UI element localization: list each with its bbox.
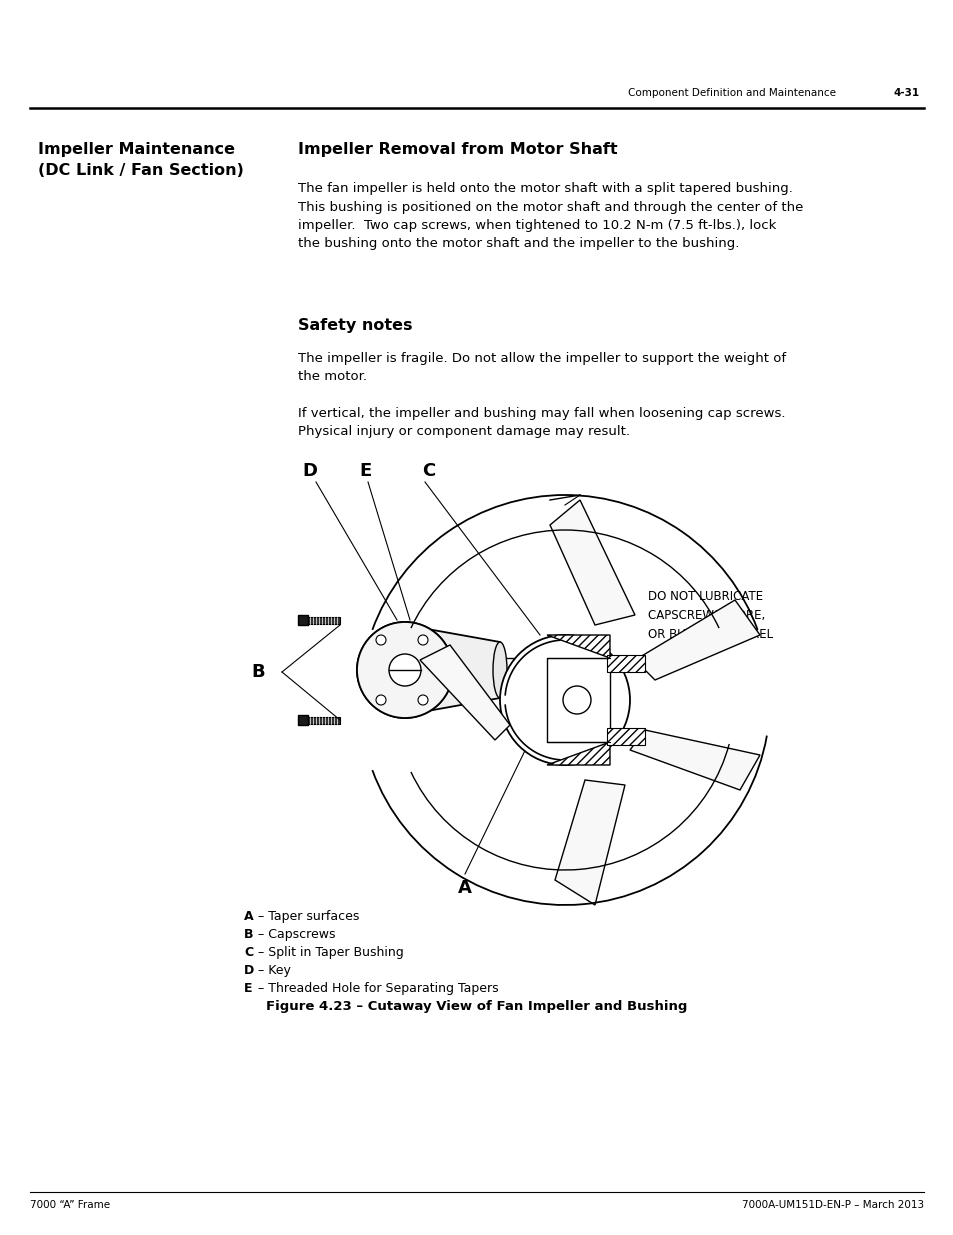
Text: Figure 4.23 – Cutaway View of Fan Impeller and Bushing: Figure 4.23 – Cutaway View of Fan Impell… bbox=[266, 1000, 687, 1013]
Polygon shape bbox=[405, 625, 499, 715]
Polygon shape bbox=[606, 655, 644, 672]
FancyBboxPatch shape bbox=[297, 715, 308, 725]
Text: – Capscrews: – Capscrews bbox=[253, 927, 335, 941]
Text: B: B bbox=[251, 663, 265, 680]
FancyBboxPatch shape bbox=[297, 615, 308, 625]
Circle shape bbox=[499, 635, 629, 764]
Text: DO NOT LUBRICATE
CAPSCREWS, BORE,
OR BUSHING BARREL: DO NOT LUBRICATE CAPSCREWS, BORE, OR BUS… bbox=[647, 590, 772, 641]
Text: If vertical, the impeller and bushing may fall when loosening cap screws.
Physic: If vertical, the impeller and bushing ma… bbox=[297, 408, 784, 438]
Circle shape bbox=[356, 622, 453, 718]
Text: E: E bbox=[244, 982, 253, 995]
Ellipse shape bbox=[493, 642, 506, 698]
Polygon shape bbox=[546, 635, 609, 658]
Text: A: A bbox=[457, 879, 472, 897]
Circle shape bbox=[389, 655, 420, 685]
Circle shape bbox=[417, 635, 428, 645]
Text: 4-31: 4-31 bbox=[893, 88, 919, 98]
Text: C: C bbox=[244, 946, 253, 960]
Circle shape bbox=[417, 695, 428, 705]
FancyBboxPatch shape bbox=[546, 658, 609, 742]
Polygon shape bbox=[546, 742, 609, 764]
Polygon shape bbox=[419, 645, 510, 740]
Polygon shape bbox=[555, 781, 624, 905]
Text: – Key: – Key bbox=[253, 965, 291, 977]
Circle shape bbox=[562, 685, 590, 714]
Polygon shape bbox=[629, 730, 760, 790]
FancyBboxPatch shape bbox=[308, 716, 339, 724]
Text: C: C bbox=[422, 462, 436, 480]
Text: – Taper surfaces: – Taper surfaces bbox=[253, 910, 359, 923]
Text: The impeller is fragile. Do not allow the impeller to support the weight of
the : The impeller is fragile. Do not allow th… bbox=[297, 352, 785, 384]
Polygon shape bbox=[550, 500, 635, 625]
Text: Component Definition and Maintenance: Component Definition and Maintenance bbox=[627, 88, 835, 98]
Circle shape bbox=[375, 635, 386, 645]
Text: The fan impeller is held onto the motor shaft with a split tapered bushing.
This: The fan impeller is held onto the motor … bbox=[297, 182, 802, 251]
FancyBboxPatch shape bbox=[308, 616, 339, 624]
Polygon shape bbox=[635, 600, 760, 680]
Text: – Split in Taper Bushing: – Split in Taper Bushing bbox=[253, 946, 403, 960]
Text: Impeller Removal from Motor Shaft: Impeller Removal from Motor Shaft bbox=[297, 142, 617, 157]
Text: D: D bbox=[302, 462, 317, 480]
Circle shape bbox=[375, 695, 386, 705]
Text: A: A bbox=[244, 910, 253, 923]
Text: D: D bbox=[244, 965, 254, 977]
Text: 7000A-UM151D-EN-P – March 2013: 7000A-UM151D-EN-P – March 2013 bbox=[741, 1200, 923, 1210]
Text: B: B bbox=[244, 927, 253, 941]
Text: E: E bbox=[359, 462, 372, 480]
Text: Safety notes: Safety notes bbox=[297, 317, 412, 333]
Text: Impeller Maintenance
(DC Link / Fan Section): Impeller Maintenance (DC Link / Fan Sect… bbox=[38, 142, 244, 178]
Polygon shape bbox=[606, 727, 644, 745]
Circle shape bbox=[356, 622, 453, 718]
Text: – Threaded Hole for Separating Tapers: – Threaded Hole for Separating Tapers bbox=[253, 982, 498, 995]
Text: 7000 “A” Frame: 7000 “A” Frame bbox=[30, 1200, 110, 1210]
